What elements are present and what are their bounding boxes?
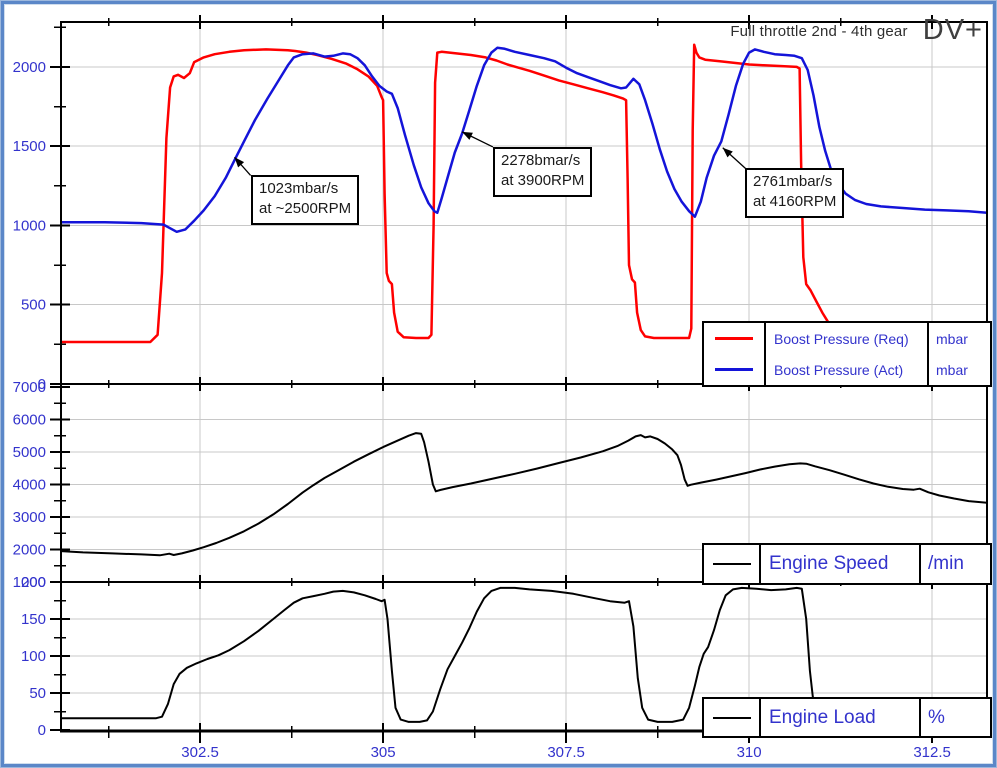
legend-swatch-cell xyxy=(704,354,764,385)
y-tick-label: 200 xyxy=(21,574,46,591)
chart-title: Full throttle 2nd - 4th gear xyxy=(730,23,908,40)
legend-unit-cell: mbar xyxy=(927,323,990,354)
legend-unit-engine-load: % xyxy=(928,706,945,728)
annotation-boost-rate-2: 2278bmar/s at 3900RPM xyxy=(493,147,593,197)
y-tick-label: 0 xyxy=(38,722,46,739)
y-tick-label: 6000 xyxy=(13,411,46,428)
y-gridlines xyxy=(61,66,987,694)
x-tick-label: 302.5 xyxy=(181,744,219,761)
dv-plus-watermark: DV+ xyxy=(922,14,983,46)
annotation-line: at ~2500RPM xyxy=(259,200,352,217)
annotation-line: at 4160RPM xyxy=(753,193,837,210)
y-tick-label: 1000 xyxy=(13,574,46,591)
engine-speed-line-swatch xyxy=(712,563,751,565)
y-tick-label: 7000 xyxy=(13,379,46,396)
annotation-line: 2278bmar/s xyxy=(501,152,581,169)
legend-label-cell: Boost Pressure (Act) xyxy=(764,354,927,385)
y-tick-label: 2000 xyxy=(13,59,46,76)
x-tick-label: 312.5 xyxy=(913,744,951,761)
legend-unit-boost-act: mbar xyxy=(936,361,968,378)
legend-swatch-cell xyxy=(704,545,759,583)
boost-pressure-req--curve xyxy=(61,43,985,344)
legend-swatch-cell xyxy=(704,323,764,354)
legend-unit-cell: /min xyxy=(919,545,990,583)
panel-1-series xyxy=(61,432,987,557)
legend-label-boost-act: Boost Pressure (Act) xyxy=(774,361,904,378)
y-tick-label: 4000 xyxy=(13,476,46,493)
legend-unit-boost-req: mbar xyxy=(936,330,968,347)
y-tick-label: 100 xyxy=(21,648,46,665)
y-tick-label: 3000 xyxy=(13,509,46,526)
y-tick-label: 1000 xyxy=(13,217,46,234)
legend-engine-load: Engine Load % xyxy=(702,697,992,738)
legend-label-engine-load: Engine Load xyxy=(769,706,876,728)
x-tick-label: 310 xyxy=(737,744,762,761)
legend-label-engine-speed: Engine Speed xyxy=(769,553,889,574)
legend-swatch-cell xyxy=(704,699,759,736)
legend-label-cell: Engine Speed xyxy=(759,545,919,583)
arrowhead xyxy=(722,147,733,158)
legend-label-cell: Boost Pressure (Req) xyxy=(764,323,927,354)
arrowhead xyxy=(234,157,245,168)
annotation-boost-rate-3: 2761mbar/s at 4160RPM xyxy=(745,168,845,218)
annotation-line: 1023mbar/s xyxy=(259,180,339,197)
legend-label-boost-req: Boost Pressure (Req) xyxy=(774,330,909,347)
arrowhead xyxy=(462,131,473,140)
boost-req-line-swatch xyxy=(715,337,753,340)
tick-labels: 0500100015002000100020003000400050006000… xyxy=(13,59,951,761)
legend-engine-speed: Engine Speed /min xyxy=(702,543,992,585)
y-tick-label: 2000 xyxy=(13,541,46,558)
panel-0-series xyxy=(61,43,987,344)
y-tick-label: 50 xyxy=(29,685,46,702)
legend-unit-engine-speed: /min xyxy=(928,553,964,574)
x-tick-label: 305 xyxy=(371,744,396,761)
engine-speed-curve xyxy=(61,432,987,557)
legend-boost-pressure: Boost Pressure (Req) mbar Boost Pressure… xyxy=(702,321,992,387)
y-tick-label: 1500 xyxy=(13,138,46,155)
engine-load-line-swatch xyxy=(712,716,751,719)
annotation-line: at 3900RPM xyxy=(501,172,585,189)
y-tick-label: 0 xyxy=(38,376,46,393)
y-tick-label: 5000 xyxy=(13,444,46,461)
annotation-boost-rate-1: 1023mbar/s at ~2500RPM xyxy=(251,175,360,225)
boost-pressure-act--curve xyxy=(61,46,987,234)
annotation-arrows xyxy=(234,131,746,176)
panel-2-series xyxy=(61,586,987,723)
legend-label-cell: Engine Load xyxy=(759,699,919,736)
boost-act-line-swatch xyxy=(715,368,753,371)
y-tick-label: 500 xyxy=(21,297,46,314)
y-tick-label: 150 xyxy=(21,611,46,628)
legend-unit-cell: % xyxy=(919,699,990,736)
x-tick-label: 307.5 xyxy=(547,744,585,761)
legend-unit-cell: mbar xyxy=(927,354,990,385)
engine-load-curve xyxy=(61,586,987,723)
annotation-line: 2761mbar/s xyxy=(753,173,833,190)
